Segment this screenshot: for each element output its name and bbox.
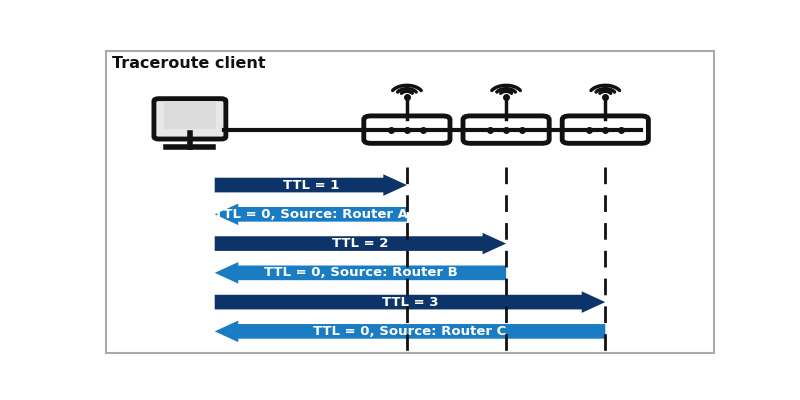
Polygon shape [214, 320, 606, 342]
Polygon shape [214, 233, 506, 254]
Text: TTL = 0, Source: Router B: TTL = 0, Source: Router B [263, 266, 458, 279]
Text: Traceroute client: Traceroute client [112, 56, 266, 71]
Polygon shape [214, 204, 407, 225]
FancyBboxPatch shape [164, 101, 216, 129]
Text: TTL = 3: TTL = 3 [382, 296, 438, 309]
FancyBboxPatch shape [463, 116, 549, 143]
Polygon shape [214, 291, 606, 313]
Text: TTL = 1: TTL = 1 [282, 178, 339, 192]
FancyBboxPatch shape [154, 99, 226, 139]
Polygon shape [214, 174, 407, 196]
FancyBboxPatch shape [562, 116, 648, 143]
FancyBboxPatch shape [364, 116, 450, 143]
Polygon shape [214, 262, 506, 284]
Text: TTL = 2: TTL = 2 [332, 237, 389, 250]
Text: TTL = 0, Source: Router A: TTL = 0, Source: Router A [214, 208, 408, 221]
Text: TTL = 0, Source: Router C: TTL = 0, Source: Router C [314, 325, 506, 338]
